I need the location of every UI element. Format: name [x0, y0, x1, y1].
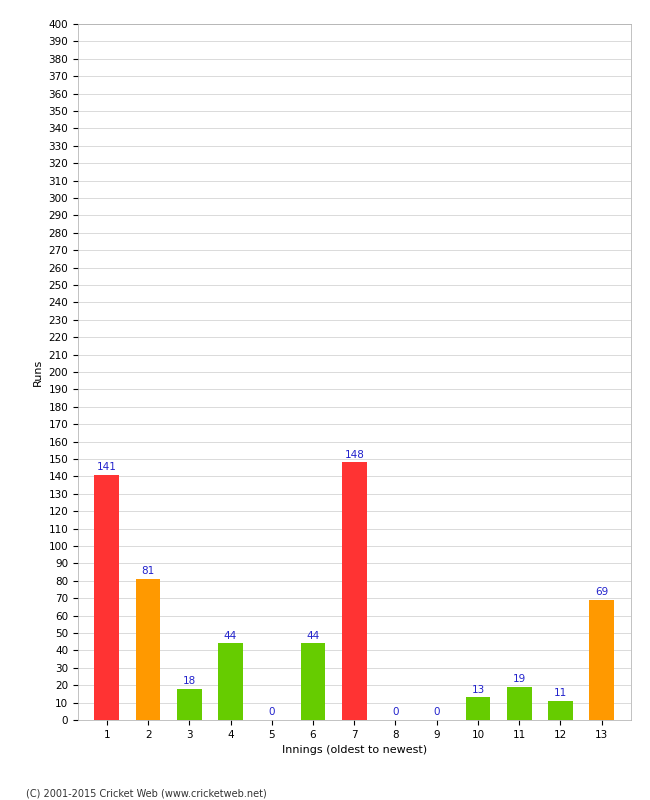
- Text: 44: 44: [306, 631, 320, 641]
- Text: 19: 19: [513, 674, 526, 684]
- Text: 18: 18: [183, 676, 196, 686]
- Text: 0: 0: [434, 707, 440, 718]
- Bar: [465, 698, 490, 720]
- Bar: [507, 687, 532, 720]
- Text: 13: 13: [471, 685, 484, 694]
- Bar: [177, 689, 202, 720]
- Text: 148: 148: [344, 450, 364, 460]
- X-axis label: Innings (oldest to newest): Innings (oldest to newest): [281, 746, 427, 755]
- Bar: [342, 462, 367, 720]
- Text: 0: 0: [268, 707, 275, 718]
- Bar: [548, 701, 573, 720]
- Text: 69: 69: [595, 587, 608, 598]
- Bar: [301, 643, 326, 720]
- Bar: [218, 643, 243, 720]
- Text: 44: 44: [224, 631, 237, 641]
- Y-axis label: Runs: Runs: [33, 358, 43, 386]
- Bar: [136, 579, 161, 720]
- Text: 81: 81: [142, 566, 155, 577]
- Text: 11: 11: [554, 688, 567, 698]
- Text: (C) 2001-2015 Cricket Web (www.cricketweb.net): (C) 2001-2015 Cricket Web (www.cricketwe…: [26, 788, 266, 798]
- Text: 0: 0: [392, 707, 398, 718]
- Bar: [94, 474, 119, 720]
- Text: 141: 141: [97, 462, 117, 472]
- Bar: [590, 600, 614, 720]
